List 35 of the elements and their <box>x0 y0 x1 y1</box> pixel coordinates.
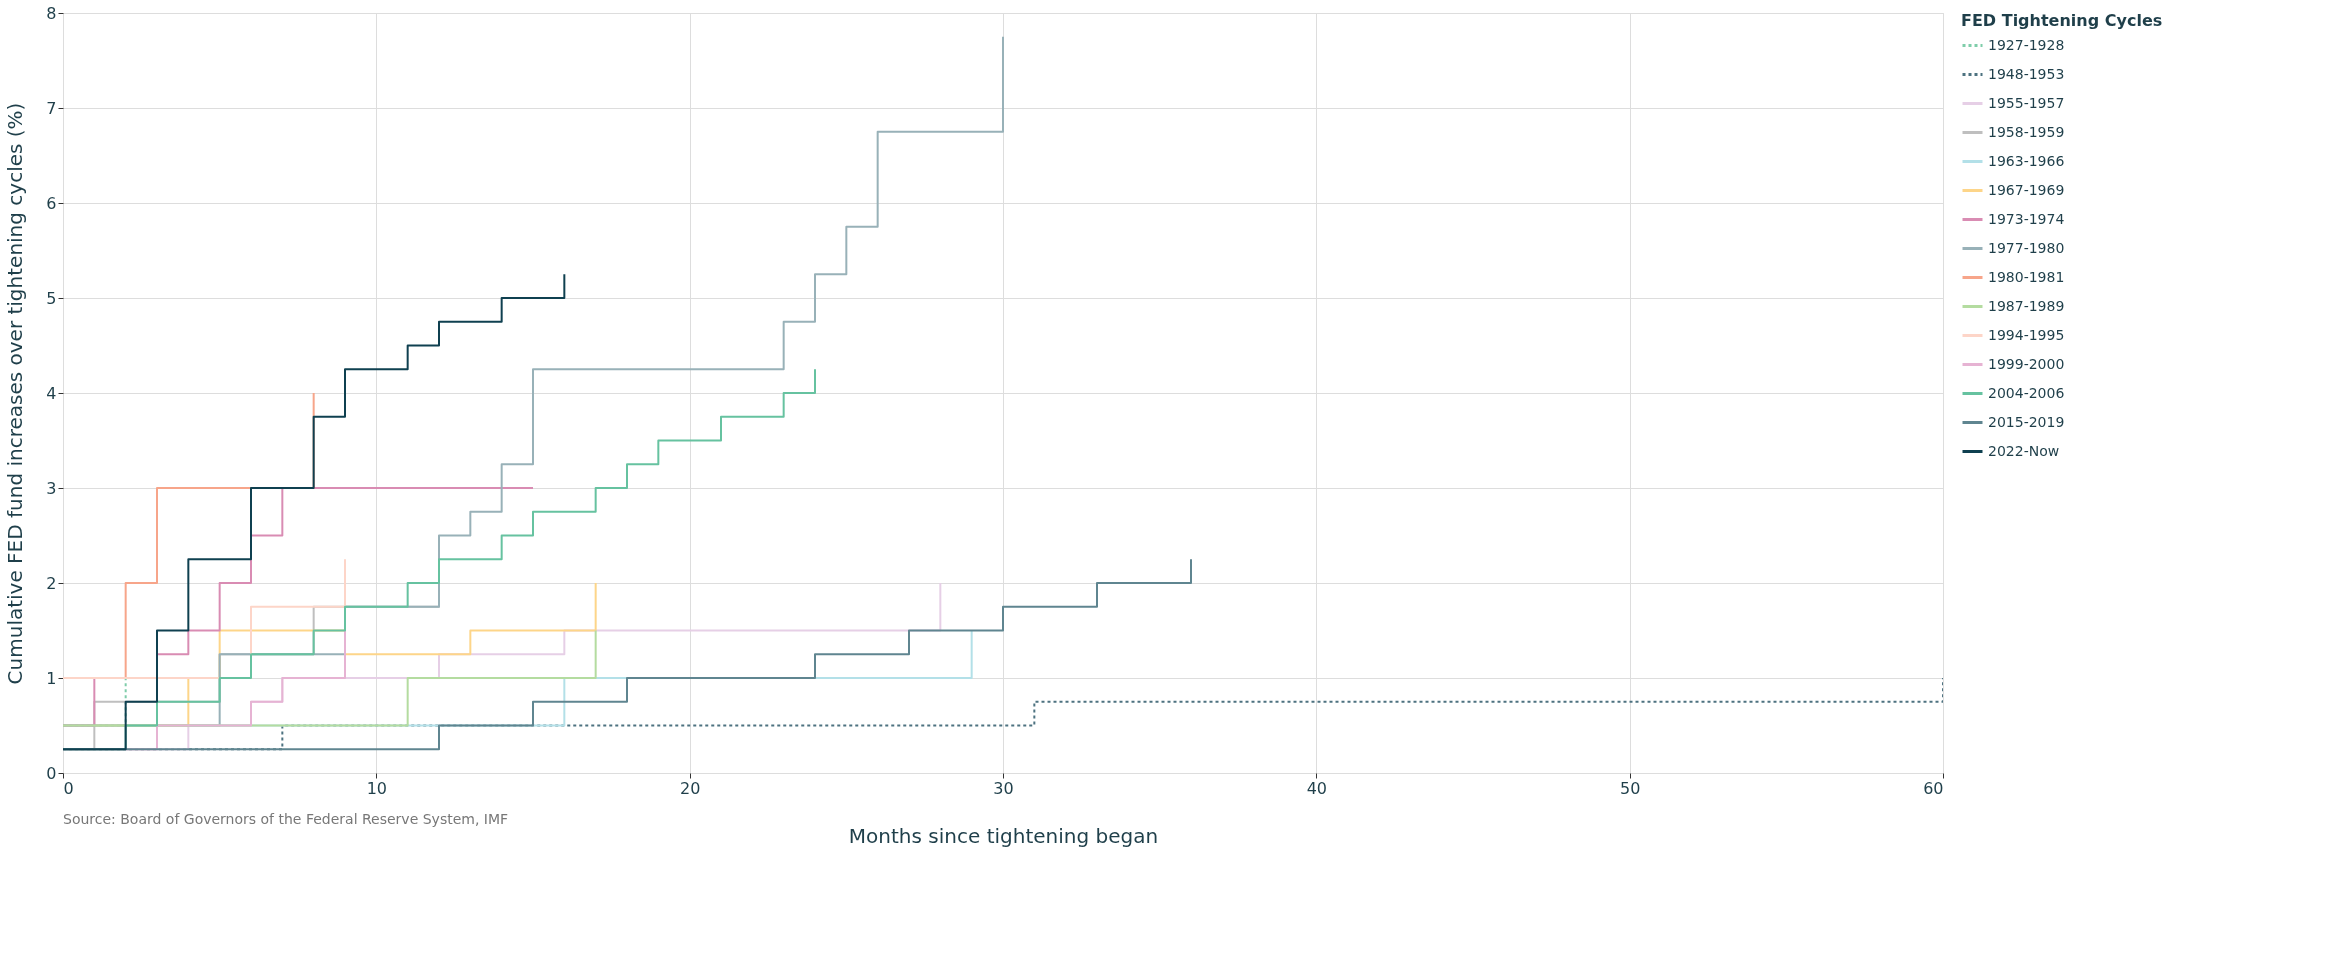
legend-label: 1955-1957 <box>1988 94 2065 111</box>
legend-label: 1999-2000 <box>1988 355 2065 372</box>
y-axis-title: Cumulative FED fund increases over tightening cycles (%) <box>3 102 28 685</box>
x-axis-title: Months since tightening began <box>848 823 1159 848</box>
legend-label: 1987-1989 <box>1988 297 2065 314</box>
y-tick-label: 3 <box>46 478 57 498</box>
source-note: Source: Board of Governors of the Federal Reserve System, IMF <box>63 811 509 827</box>
legend-label: 1927-1928 <box>1988 36 2065 53</box>
x-tick-label: 60 <box>1923 778 1944 798</box>
y-tick-label: 6 <box>46 193 57 213</box>
y-tick-label: 7 <box>46 98 57 118</box>
legend-title: FED Tightening Cycles <box>1961 11 2163 30</box>
legend-label: 1973-1974 <box>1988 210 2065 227</box>
y-tick-label: 2 <box>46 573 57 593</box>
legend-label: 1967-1969 <box>1988 181 2065 198</box>
x-tick-label: 0 <box>63 778 74 798</box>
y-tick-label: 5 <box>46 288 57 308</box>
legend-label: 1948-1953 <box>1988 65 2065 82</box>
legend-label: 1963-1966 <box>1988 152 2065 169</box>
x-tick-label: 30 <box>993 778 1014 798</box>
legend-label: 1980-1981 <box>1988 268 2065 285</box>
y-tick-label: 8 <box>46 3 57 23</box>
x-tick-label: 20 <box>679 778 701 798</box>
x-tick-label: 40 <box>1306 778 1328 798</box>
legend-label: 2004-2006 <box>1988 384 2065 401</box>
legend-label: 2015-2019 <box>1988 413 2065 430</box>
legend-label: 1958-1959 <box>1988 123 2065 140</box>
x-tick-label: 50 <box>1619 778 1641 798</box>
y-tick-label: 1 <box>46 668 57 688</box>
y-tick-label: 0 <box>46 763 57 783</box>
legend-label: 2022-Now <box>1988 442 2060 459</box>
x-tick-label: 10 <box>366 778 388 798</box>
legend-label: 1994-1995 <box>1988 326 2065 343</box>
legend-label: 1977-1980 <box>1988 239 2065 256</box>
y-tick-label: 4 <box>46 383 57 403</box>
